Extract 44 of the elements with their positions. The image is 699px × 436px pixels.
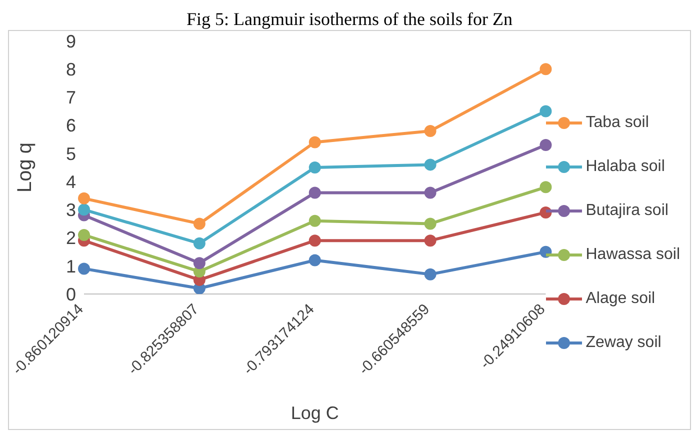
point [540, 206, 552, 218]
point [78, 228, 90, 241]
y-tick-label: 2 [66, 228, 76, 248]
point [424, 234, 436, 247]
y-tick-label: 6 [66, 116, 76, 136]
point [308, 162, 321, 174]
point [193, 237, 206, 250]
y-tick-label: 9 [66, 31, 76, 52]
point [308, 254, 321, 266]
y-tick-label: 8 [66, 60, 76, 80]
point [540, 246, 552, 258]
legend-label: Zeway soil [586, 334, 662, 352]
y-tick-label: 5 [66, 144, 76, 164]
legend-label: Hawassa soil [586, 246, 680, 264]
y-tick-label: 1 [66, 256, 76, 276]
point [78, 204, 90, 216]
legend-label: Butajira soil [586, 202, 668, 220]
point [540, 181, 552, 194]
point [540, 63, 552, 76]
point [308, 214, 321, 227]
chart-title: Fig 5: Langmuir isotherms of the soils for Zn [186, 8, 514, 30]
legend-label: Halaba soil [586, 158, 665, 176]
point [308, 234, 321, 247]
legend-label: Alage soil [586, 290, 656, 308]
y-tick-label: 0 [66, 284, 76, 304]
point [424, 158, 436, 171]
point [424, 124, 436, 137]
point [193, 218, 206, 230]
point [424, 218, 436, 230]
point [308, 136, 321, 148]
legend-label: Taba soil [586, 114, 649, 132]
point [540, 105, 552, 118]
point [540, 139, 552, 152]
point [308, 186, 321, 199]
point [193, 257, 206, 270]
point [78, 192, 90, 204]
y-axis-title: Log q [14, 142, 36, 193]
y-tick-label: 7 [66, 88, 76, 108]
point [424, 268, 436, 280]
point [78, 262, 90, 275]
point [424, 186, 436, 199]
x-axis-title: Log C [290, 403, 339, 423]
y-tick-label: 4 [66, 172, 76, 192]
y-tick-label: 3 [66, 200, 76, 220]
